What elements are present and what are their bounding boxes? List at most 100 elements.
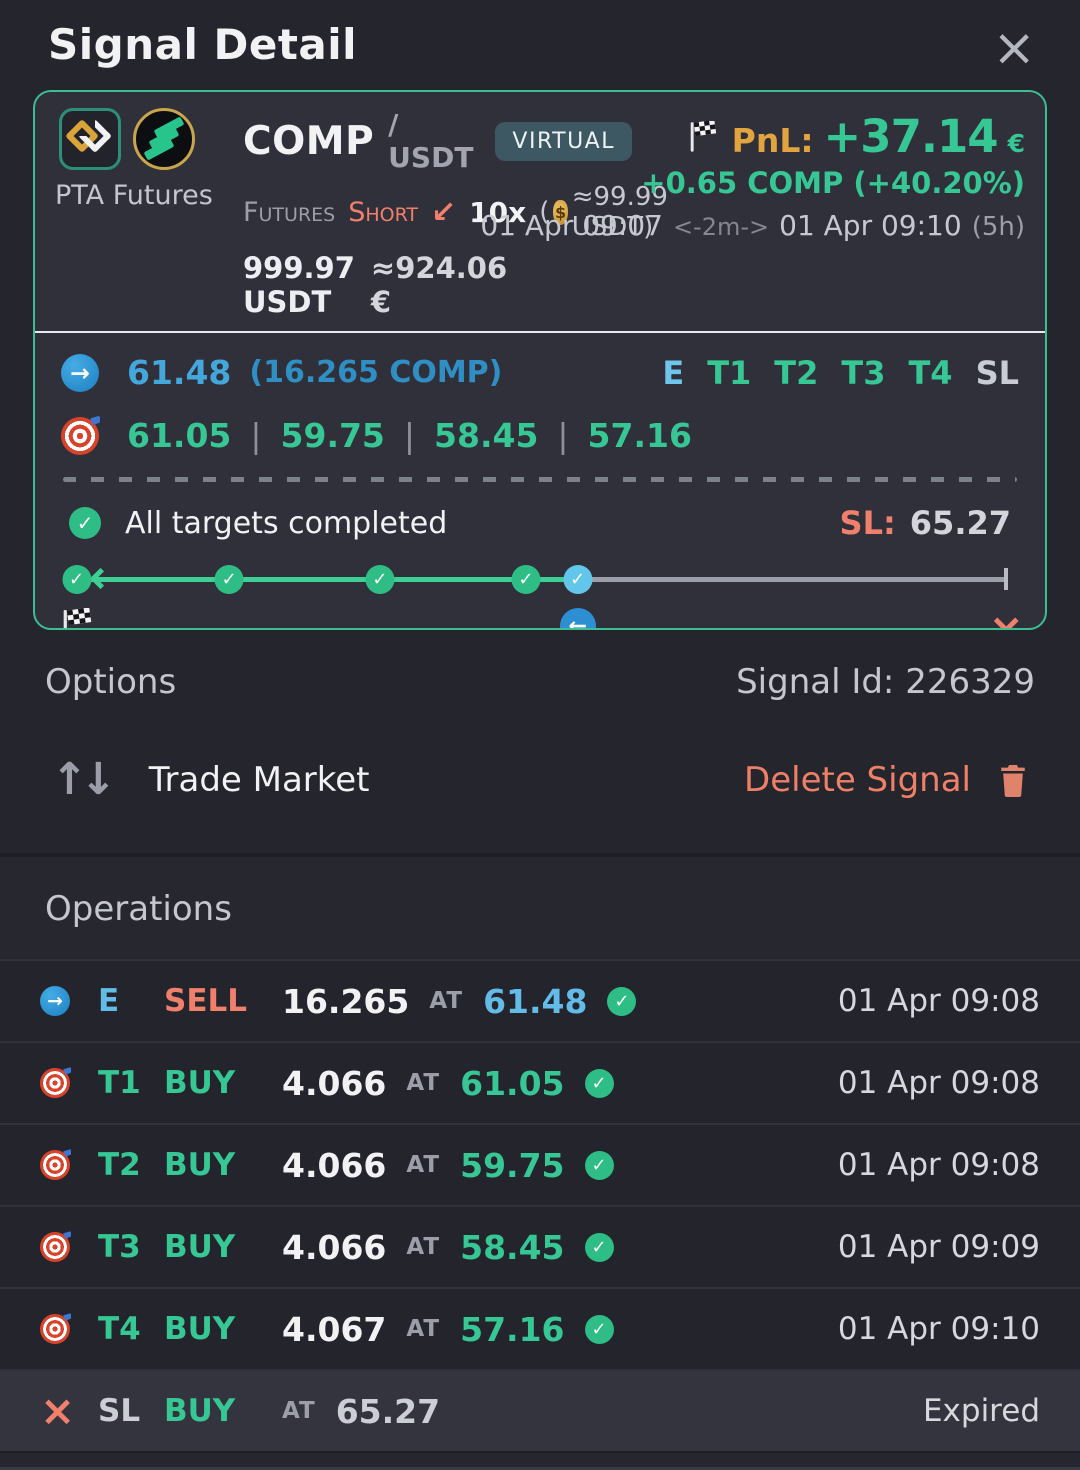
target-prices: 61.05 | 59.75 | 58.45 | 57.16 [127,416,692,455]
timeline-check-point: ✓ [62,565,92,594]
timeline-icons: ← × [63,606,1024,629]
entry-arrow-icon: → [61,353,99,392]
operation-at-label: AT [282,1398,316,1424]
operation-at-label: AT [429,988,464,1014]
dates-separator: <-2m-> [672,213,770,241]
operation-at-label: AT [406,1234,441,1260]
end-date: 01 Apr 09:10 [779,209,962,242]
operation-row-t4[interactable]: T4 BUY 4.067 AT 57.16 ✓ 01 Apr 09:10 [0,1287,1080,1369]
finish-flag-icon [690,120,716,152]
provider-name: PTA Futures [55,180,213,211]
margin-info: ( $ ≈99.99 USDT) [539,182,668,242]
delete-signal-button[interactable]: Delete Signal [744,760,1029,800]
modal-header: Signal Detail × [0,0,1080,90]
operation-check-icon: ✓ [584,1150,614,1180]
operations-section: Operations → E SELL 16.265 AT 61.48 ✓ 01 Apr 09… [0,857,1080,1470]
target-price-4: 57.16 [587,416,692,455]
operation-time: 01 Apr 09:08 [837,983,1040,1019]
target-icon [40,1150,70,1180]
operation-check-icon: ✓ [584,1314,614,1344]
operation-tag: T2 [98,1147,141,1183]
timeline-check-point: ✓ [563,565,593,594]
level-legend: E T1 T2 T3 T4 SL [662,354,1019,392]
stop-loss-cross-icon: × [40,1386,76,1435]
status-row: ✓ All targets completed SL: 65.27 [61,482,1019,546]
provider-column: PTA Futures [55,108,243,319]
target-price-1: 61.05 [127,416,232,455]
operation-row-t1[interactable]: T1 BUY 4.066 AT 61.05 ✓ 01 Apr 09:08 [0,1041,1080,1123]
position-size-eur: ≈924.06 € [370,251,508,319]
virtual-badge: VIRTUAL [495,121,632,161]
legend-sl: SL [975,353,1019,392]
operation-amount: 4.066 [282,1227,387,1267]
close-icon[interactable]: × [992,18,1036,78]
operation-price: 65.27 [335,1391,441,1431]
operation-amount: 16.265 [282,981,410,1021]
pair-info: COMP / USDT VIRTUAL Futures Short ↙ 10x … [243,108,668,319]
operation-time: Expired [922,1393,1040,1429]
completed-check-icon: ✓ [69,507,101,539]
operation-tag: E [98,983,120,1019]
start-date: 01 Apr 09:07 [480,209,663,242]
operation-row-t2[interactable]: T2 BUY 4.066 AT 59.75 ✓ 01 Apr 09:08 [0,1123,1080,1205]
operation-side: BUY [164,1311,236,1347]
direction-arrowhead-icon [89,567,111,590]
position-size: 999.97 USDT [243,251,355,319]
operation-check-icon: ✓ [584,1232,614,1262]
pnl-currency: € [1007,129,1025,158]
entry-amount: (16.265 COMP) [249,355,503,390]
timeline-check-point: ✓ [214,565,244,594]
finish-flag-icon [63,607,91,629]
target-icon [40,1068,70,1098]
progress-timeline: ✓ ✓ ✓ ✓ ✓ [62,562,1011,598]
section-divider [0,853,1080,857]
operation-row-e[interactable]: → E SELL 16.265 AT 61.48 ✓ 01 Apr 09:08 [0,959,1080,1041]
operation-amount: 4.066 [282,1145,387,1185]
target-icon [40,1314,70,1344]
entry-arrow-icon: → [40,986,70,1016]
stop-loss-cross-icon: × [988,604,1024,631]
bottom-strip [0,1451,1080,1470]
operation-time: 01 Apr 09:08 [837,1147,1040,1183]
duration: (5h) [971,212,1025,242]
pair-base: COMP [243,118,375,164]
operation-tag: SL [98,1393,141,1429]
signal-id: Signal Id: 226329 [736,662,1035,703]
page-title: Signal Detail [48,20,358,69]
operation-amount: 4.067 [282,1309,387,1349]
signal-dates: 01 Apr 09:07 <-2m-> 01 Apr 09:10 (5h) [480,209,1025,242]
entry-row: → 61.48 (16.265 COMP) E T1 T2 T3 T4 SL [61,353,1019,392]
operation-at-label: AT [406,1152,441,1178]
operation-row-sl[interactable]: × SL BUY AT 65.27 Expired [0,1369,1080,1451]
operation-price: 57.16 [460,1309,565,1349]
dashed-divider [63,477,1017,482]
operation-at-label: AT [406,1316,441,1342]
direction-label: Short [348,196,419,228]
signal-card-header: PTA Futures COMP / USDT VIRTUAL Futures … [35,92,1045,331]
operations-list: → E SELL 16.265 AT 61.48 ✓ 01 Apr 09:08 T1 BUY 4.0… [0,959,1080,1451]
operation-side: SELL [164,983,248,1019]
legend-t4: T4 [908,353,953,392]
options-section: Options Signal Id: 226329 ↑↓ Trade Marke… [0,630,1080,853]
short-arrow-icon: ↙ [431,194,457,230]
target-icon [40,1232,70,1262]
sl-value: 65.27 [909,504,1011,542]
operation-time: 01 Apr 09:10 [837,1311,1040,1347]
coin-logo-icon [133,108,195,170]
pnl-label: PnL: [731,121,814,160]
operation-row-t3[interactable]: T3 BUY 4.066 AT 58.45 ✓ 01 Apr 09:09 [0,1205,1080,1287]
pnl-change: +0.65 COMP [641,166,844,200]
operation-at-label: AT [406,1070,441,1096]
card-divider [35,331,1045,333]
operation-check-icon: ✓ [584,1068,614,1098]
operations-title: Operations [45,889,232,929]
operation-tag: T4 [98,1311,141,1347]
operation-side: BUY [164,1065,236,1101]
legend-t2: T2 [774,353,819,392]
pnl-block: PnL: +37.14 € +0.65 COMP (+40.20%) 01 Ap… [480,108,1025,319]
trade-market-button[interactable]: Trade Market [148,759,370,800]
signal-card: PTA Futures COMP / USDT VIRTUAL Futures … [33,90,1047,631]
exit-arrow-icon: ← [559,608,596,629]
sl-label: SL: [839,504,896,542]
operation-side: BUY [164,1393,236,1429]
